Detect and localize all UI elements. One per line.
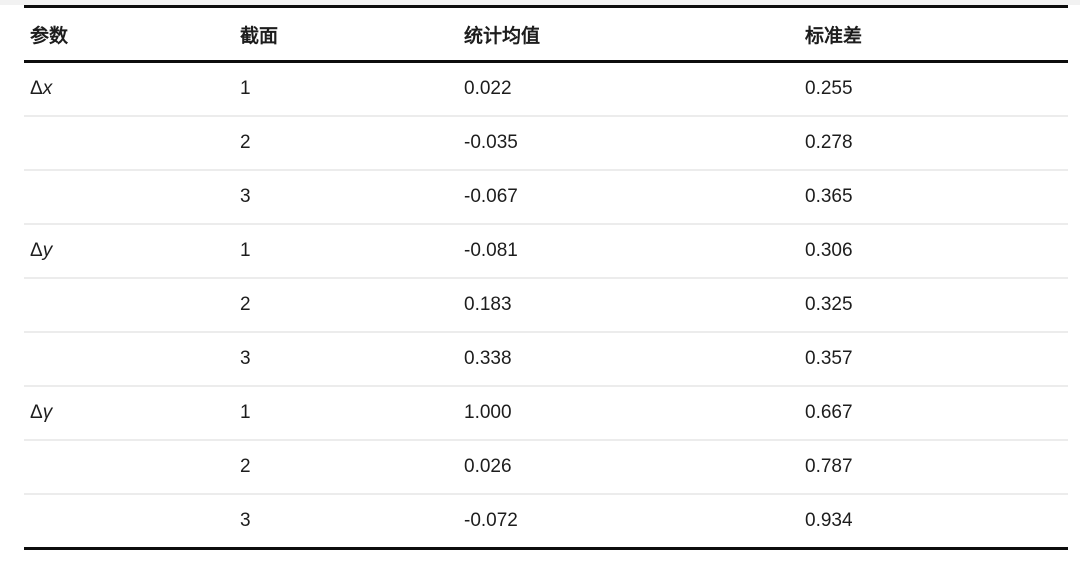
section-cell: 2 xyxy=(234,116,458,171)
std-dev-cell: 0.278 xyxy=(799,116,1068,171)
parameter-cell: Δγ xyxy=(24,386,234,441)
table-row: 3 0.338 0.357 xyxy=(24,332,1068,387)
table-row: 3 -0.072 0.934 xyxy=(24,494,1068,550)
top-edge-strip xyxy=(0,0,1080,5)
table-row: Δγ 1 1.000 0.667 xyxy=(24,386,1068,441)
parameter-cell xyxy=(24,116,234,171)
mean-cell: 0.338 xyxy=(458,332,799,387)
mean-cell: -0.072 xyxy=(458,494,799,550)
parameter-cell xyxy=(24,170,234,225)
std-dev-cell: 0.357 xyxy=(799,332,1068,387)
parameter-cell: Δx xyxy=(24,61,234,117)
std-dev-cell: 0.667 xyxy=(799,386,1068,441)
section-cell: 3 xyxy=(234,332,458,387)
table-header: 参数 截面 统计均值 标准差 xyxy=(24,6,1068,63)
statistics-table: 参数 截面 统计均值 标准差 Δx 1 0.022 0.255 2 -0.035… xyxy=(24,5,1068,550)
section-cell: 3 xyxy=(234,170,458,225)
mean-cell: -0.067 xyxy=(458,170,799,225)
parameter-variable: x xyxy=(42,78,53,99)
col-header-section: 截面 xyxy=(234,6,458,63)
mean-cell: 0.183 xyxy=(458,278,799,333)
std-dev-cell: 0.365 xyxy=(799,170,1068,225)
mean-cell: -0.035 xyxy=(458,116,799,171)
table-row: Δy 1 -0.081 0.306 xyxy=(24,224,1068,279)
section-cell: 2 xyxy=(234,440,458,495)
table-body: Δx 1 0.022 0.255 2 -0.035 0.278 3 -0.067… xyxy=(24,61,1068,550)
col-header-std-dev: 标准差 xyxy=(799,6,1068,63)
table-row: 2 -0.035 0.278 xyxy=(24,116,1068,171)
mean-cell: 0.026 xyxy=(458,440,799,495)
header-row: 参数 截面 统计均值 标准差 xyxy=(24,6,1068,63)
parameter-variable: γ xyxy=(42,402,53,423)
parameter-delta: Δ xyxy=(30,402,43,423)
section-cell: 1 xyxy=(234,386,458,441)
section-cell: 2 xyxy=(234,278,458,333)
parameter-delta: Δ xyxy=(30,240,43,261)
mean-cell: -0.081 xyxy=(458,224,799,279)
parameter-variable: y xyxy=(42,240,53,261)
mean-cell: 1.000 xyxy=(458,386,799,441)
std-dev-cell: 0.255 xyxy=(799,61,1068,117)
parameter-cell xyxy=(24,278,234,333)
std-dev-cell: 0.306 xyxy=(799,224,1068,279)
table-row: 2 0.183 0.325 xyxy=(24,278,1068,333)
col-header-parameter: 参数 xyxy=(24,6,234,63)
parameter-cell xyxy=(24,332,234,387)
parameter-cell xyxy=(24,440,234,495)
section-cell: 1 xyxy=(234,224,458,279)
parameter-delta: Δ xyxy=(30,78,43,99)
parameter-cell: Δy xyxy=(24,224,234,279)
table-row: Δx 1 0.022 0.255 xyxy=(24,61,1068,117)
table-row: 3 -0.067 0.365 xyxy=(24,170,1068,225)
std-dev-cell: 0.325 xyxy=(799,278,1068,333)
table-row: 2 0.026 0.787 xyxy=(24,440,1068,495)
col-header-mean: 统计均值 xyxy=(458,6,799,63)
std-dev-cell: 0.934 xyxy=(799,494,1068,550)
mean-cell: 0.022 xyxy=(458,61,799,117)
parameter-cell xyxy=(24,494,234,550)
std-dev-cell: 0.787 xyxy=(799,440,1068,495)
section-cell: 1 xyxy=(234,61,458,117)
section-cell: 3 xyxy=(234,494,458,550)
